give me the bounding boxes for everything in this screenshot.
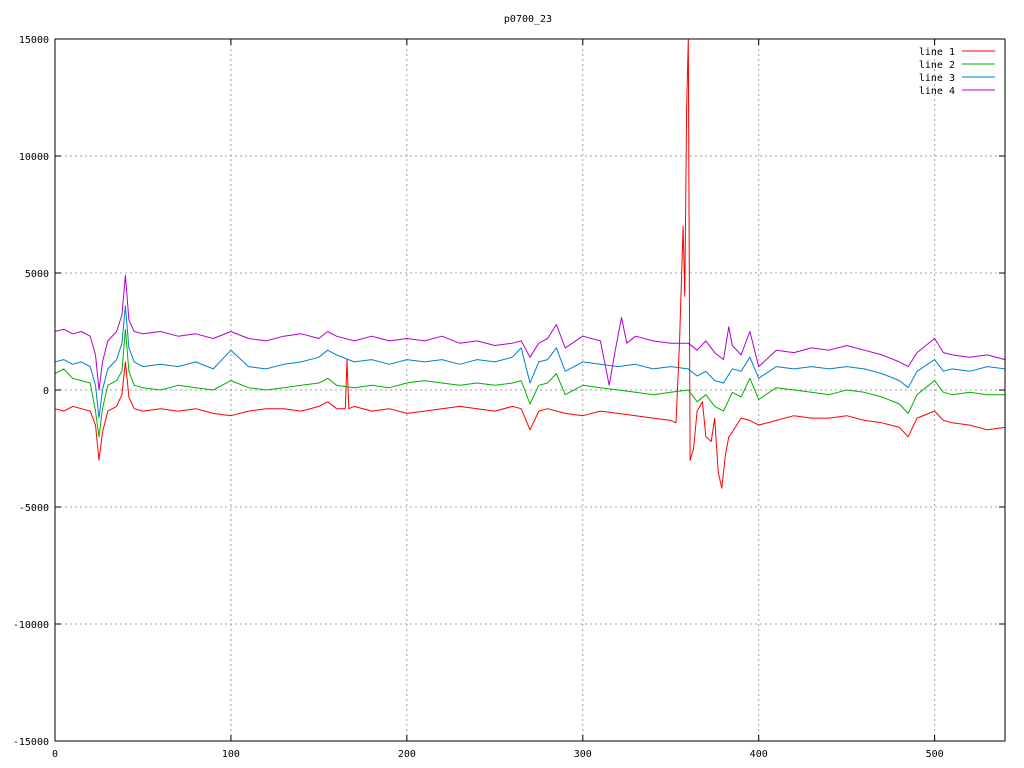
plot-frame (54, 38, 1006, 742)
legend-label: line 1 (919, 47, 955, 58)
y-tick-label: 10000 (19, 152, 49, 163)
x-tick-label: 500 (926, 749, 944, 760)
y-tick-label: -15000 (13, 737, 49, 748)
series-line-4 (54, 274, 1006, 391)
legend-label: line 3 (919, 73, 955, 84)
legend-label: line 2 (919, 60, 955, 71)
y-tick-label: -10000 (13, 620, 49, 631)
series-group (54, 38, 1006, 489)
x-tick-label: 200 (398, 749, 416, 760)
y-tick-label: 15000 (19, 35, 49, 46)
x-tick-label: 400 (750, 749, 768, 760)
axes: 0 100 200 300 400 500 -15000 -10000 -5000 0 5000 10… (13, 35, 1005, 760)
series-line-2 (54, 328, 1005, 438)
x-tick-label: 0 (52, 749, 58, 760)
y-tick-label: 5000 (25, 269, 49, 280)
y-tick-label: 0 (43, 386, 49, 397)
chart-title: p0700_23 (504, 14, 552, 25)
legend-label: line 4 (919, 86, 955, 97)
legend: line 1 line 2 line 3 line 4 (919, 47, 995, 97)
x-tick-label: 300 (574, 749, 592, 760)
x-tick-label: 100 (222, 749, 240, 760)
grid (55, 39, 1005, 741)
series-line-3 (54, 305, 1006, 419)
y-tick-label: -5000 (19, 503, 49, 514)
series-line-1 (54, 38, 1006, 489)
